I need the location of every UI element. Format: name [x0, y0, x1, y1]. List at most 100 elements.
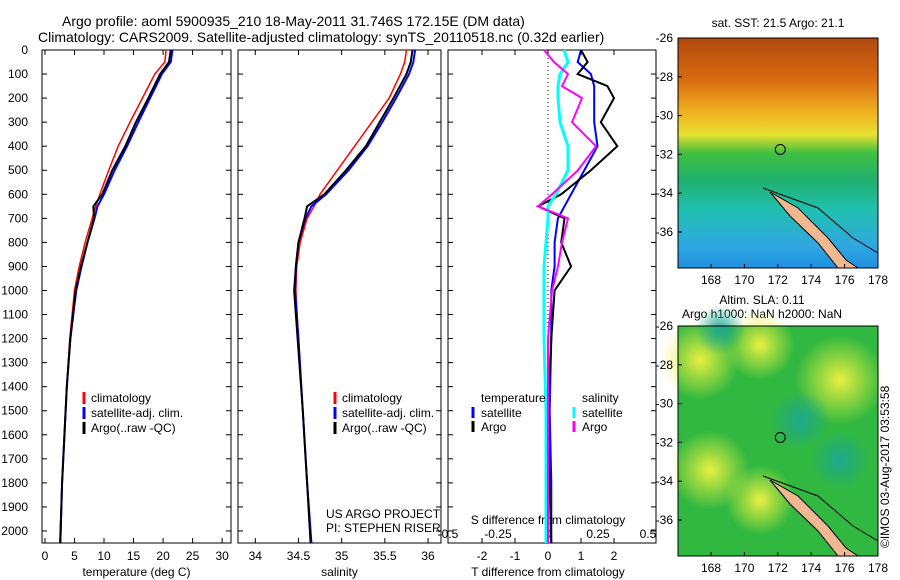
temperature-series-1: [59, 49, 174, 544]
project-line1: US ARGO PROJECT: [326, 507, 441, 521]
salinity-x-tick-label: 34.5: [287, 549, 311, 563]
depth-tick-label: 1400: [1, 380, 28, 394]
lat-tick-label: -34: [656, 474, 674, 488]
salinity-series-0: [295, 49, 408, 544]
salinity-x-tick-label: 34: [249, 549, 263, 563]
depth-tick-label: 500: [8, 163, 28, 177]
temperature-x-tick-label: 10: [97, 549, 111, 563]
temperature-series-2: [59, 49, 172, 544]
credit-text: ©IMOS 03-Aug-2017 03:53:58: [878, 385, 892, 548]
lon-tick-label: 170: [734, 561, 754, 575]
diff-series-2: [542, 49, 570, 543]
sla-anomaly: [810, 430, 870, 490]
lat-tick-label: -32: [656, 435, 674, 449]
legend-label: Argo: [582, 420, 608, 434]
depth-tick-label: 400: [8, 139, 28, 153]
sdiff-tick-label: 0.25: [586, 527, 610, 541]
sdiff-tick-label: 0.5: [640, 527, 657, 541]
title-line2: Climatology: CARS2009. Satellite-adjuste…: [38, 29, 605, 45]
sla-anomaly: [695, 305, 745, 355]
tdiff-xlabel: T difference from climatology: [471, 565, 625, 579]
depth-tick-label: 100: [8, 67, 28, 81]
sst-map-field: [678, 38, 878, 268]
salinity-frame: [237, 49, 442, 544]
diff-series-1: [535, 49, 619, 544]
depth-tick-label: 1200: [1, 332, 28, 346]
lon-tick-label: 174: [801, 273, 821, 287]
legend-label: climatology: [342, 391, 402, 405]
depth-tick-label: 600: [8, 187, 28, 201]
lon-tick-label: 172: [768, 273, 788, 287]
lat-tick-label: -28: [656, 358, 674, 372]
sla-anomaly: [725, 465, 795, 535]
temperature-x-tick-label: 20: [156, 549, 170, 563]
lat-tick-label: -30: [656, 109, 674, 123]
depth-tick-label: 800: [8, 235, 28, 249]
depth-tick-label: 2000: [1, 524, 28, 538]
argo-position-marker: [774, 143, 786, 155]
lon-tick-label: 170: [734, 273, 754, 287]
depth-tick-label: 300: [8, 115, 28, 129]
depth-tick-label: 1700: [1, 452, 28, 466]
sla-map-title1: Altim. SLA: 0.11: [719, 293, 804, 307]
sdiff-tick-label: -0.5: [438, 527, 459, 541]
temperature-x-tick-label: 0: [42, 549, 49, 563]
lat-tick-label: -32: [656, 147, 674, 161]
depth-tick-label: 1800: [1, 476, 28, 490]
lon-tick-label: 178: [868, 273, 888, 287]
tdiff-x-tick-label: -1: [510, 549, 521, 563]
salinity-series-2: [293, 49, 414, 544]
depth-tick-label: 200: [8, 91, 28, 105]
legend-label: climatology: [91, 391, 151, 405]
salinity-x-tick-label: 36: [421, 549, 435, 563]
depth-tick-label: 1900: [1, 500, 28, 514]
tdiff-x-tick-label: 1: [578, 549, 585, 563]
depth-tick-label: 900: [8, 259, 28, 273]
temperature-x-tick-label: 15: [127, 549, 141, 563]
depth-tick-label: 700: [8, 211, 28, 225]
temperature-frame: [41, 49, 232, 544]
lon-tick-label: 168: [701, 561, 721, 575]
legend-label: satellite: [582, 406, 623, 420]
legend-label: satellite-adj. clim.: [91, 406, 183, 420]
legend-label: satellite: [481, 406, 522, 420]
depth-tick-label: 1000: [1, 283, 28, 297]
lat-tick-label: -26: [656, 319, 674, 333]
lat-tick-label: -36: [656, 225, 674, 239]
salinity-xlabel: salinity: [321, 565, 358, 579]
tdiff-x-tick-label: 2: [611, 549, 618, 563]
lon-tick-label: 168: [701, 273, 721, 287]
legend-label: Argo(..raw -QC): [91, 421, 176, 435]
salinity-x-tick-label: 35: [335, 549, 349, 563]
depth-tick-label: 0: [21, 43, 28, 57]
argo-position-marker: [774, 431, 786, 443]
temperature-x-tick-label: 5: [71, 549, 78, 563]
lon-tick-label: 176: [835, 273, 855, 287]
tdiff-x-tick-label: -2: [477, 549, 488, 563]
bathymetry-contour: [762, 187, 879, 254]
temperature-xlabel: temperature (deg C): [82, 565, 190, 579]
depth-tick-label: 1600: [1, 428, 28, 442]
lat-tick-label: -34: [656, 186, 674, 200]
lon-tick-label: 178: [868, 561, 888, 575]
sdiff-tick-label: -0.25: [484, 527, 512, 541]
lon-tick-label: 172: [768, 561, 788, 575]
legend-label: satellite-adj. clim.: [342, 406, 434, 420]
salinity-x-tick-label: 35.5: [373, 549, 397, 563]
sst-map-title: sat. SST: 21.5 Argo: 21.1: [712, 16, 845, 30]
lat-tick-label: -26: [656, 31, 674, 45]
lat-tick-label: -28: [656, 70, 674, 84]
legend-label: Argo: [481, 420, 507, 434]
legend-temperature: temperature: [481, 391, 546, 405]
depth-tick-label: 1100: [2, 308, 28, 322]
tdiff-x-tick-label: 0: [545, 549, 552, 563]
project-line2: PI: STEPHEN RISER: [326, 521, 441, 535]
lon-tick-label: 176: [835, 561, 855, 575]
depth-tick-label: 1500: [1, 404, 28, 418]
bathymetry-contour: [762, 475, 879, 542]
temperature-x-tick-label: 30: [215, 549, 229, 563]
temperature-x-tick-label: 25: [186, 549, 200, 563]
depth-tick-label: 1300: [1, 356, 28, 370]
